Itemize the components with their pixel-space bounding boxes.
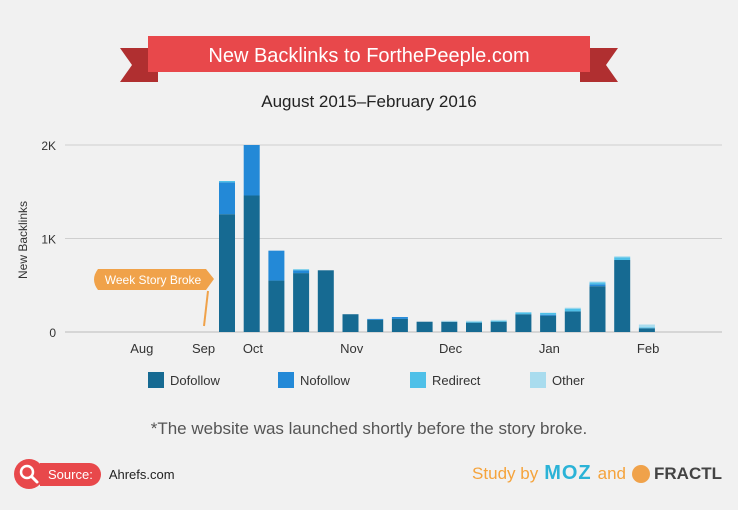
bar-nofollow: [243, 145, 260, 196]
bar-dofollow: [564, 311, 581, 332]
and-text: and: [597, 463, 627, 483]
legend-label-other: Other: [552, 373, 585, 388]
bar-dofollow: [391, 318, 408, 332]
bar-redirect: [638, 327, 655, 329]
x-month-label: Dec: [439, 341, 463, 356]
bar-nofollow: [367, 318, 384, 320]
annotation-week-story-broke: Week Story Broke: [105, 273, 202, 287]
x-month-label: Sep: [192, 341, 215, 356]
bar-redirect: [540, 312, 557, 315]
legend-swatch-redirect: [410, 372, 426, 388]
chart-title: New Backlinks to ForthePeeple.com: [208, 45, 529, 67]
legend-label-redirect: Redirect: [432, 373, 481, 388]
title-banner: New Backlinks to ForthePeeple.com: [120, 36, 618, 82]
banner-ribbon: [148, 36, 590, 72]
bar-dofollow: [367, 319, 384, 332]
bar-redirect: [515, 312, 532, 315]
bar-dofollow: [293, 273, 310, 332]
bar-redirect: [466, 321, 482, 323]
bar-dofollow: [490, 321, 507, 332]
bar-redirect: [614, 257, 631, 261]
bar-dofollow: [268, 280, 285, 332]
bar-redirect: [564, 308, 581, 312]
bar-dofollow: [219, 214, 235, 332]
y-axis-label: New Backlinks: [16, 201, 30, 279]
moz-logo: MOZ: [544, 462, 592, 484]
x-month-label: Nov: [340, 341, 364, 356]
callout-shape: [94, 269, 214, 290]
bar-other: [589, 281, 606, 283]
bar-other: [490, 319, 507, 321]
bar-nofollow: [391, 317, 408, 319]
x-month-label: Aug: [130, 341, 153, 356]
y-tick-label: 0: [49, 326, 56, 340]
bar-dofollow: [589, 286, 606, 332]
bar-other: [441, 320, 458, 322]
magnifier-icon: [14, 459, 44, 489]
source-credit: Source: Ahrefs.com: [14, 459, 175, 489]
bar-redirect: [490, 320, 507, 322]
footnote: *The website was launched shortly before…: [150, 419, 588, 438]
legend-swatch-nofollow: [278, 372, 294, 388]
bar-nofollow: [268, 250, 285, 281]
bar-other: [466, 320, 482, 322]
bar-other: [638, 324, 655, 328]
chart-subtitle: August 2015–February 2016: [261, 92, 477, 111]
bar-dofollow: [317, 270, 334, 332]
callout-pointer: [203, 290, 209, 327]
bar-dofollow: [540, 315, 557, 332]
bar-nofollow: [293, 270, 310, 274]
x-month-label: Jan: [539, 341, 560, 356]
bar-dofollow: [441, 321, 458, 332]
y-tick-label: 1K: [41, 233, 56, 247]
legend-swatch-other: [530, 372, 546, 388]
x-month-label: Oct: [243, 341, 264, 356]
y-tick-label: 2K: [41, 139, 56, 153]
bar-dofollow: [638, 328, 655, 332]
bar-redirect: [293, 269, 310, 271]
bar-dofollow: [614, 260, 631, 332]
x-month-label: Feb: [637, 341, 659, 356]
source-label: Source:: [40, 462, 101, 486]
fractl-logo: FRACTL: [654, 463, 722, 483]
bar-nofollow: [589, 284, 606, 287]
bar-nofollow: [540, 314, 557, 316]
bar-redirect: [589, 282, 606, 285]
legend-label-dofollow: Dofollow: [170, 373, 220, 388]
bar-dofollow: [416, 321, 433, 332]
study-by-text: Study by: [472, 463, 539, 483]
fractl-logo-icon: [632, 464, 651, 483]
bar-dofollow: [466, 322, 482, 332]
bar-nofollow: [219, 182, 235, 215]
bar-dofollow: [515, 314, 532, 332]
bar-other: [614, 256, 631, 258]
study-credits: Study by MOZ and FRACTL: [472, 462, 722, 485]
bar-dofollow: [342, 314, 359, 332]
bar-other: [564, 307, 581, 309]
legend-swatch-dofollow: [148, 372, 164, 388]
legend-label-nofollow: Nofollow: [300, 373, 350, 388]
bar-dofollow: [243, 195, 260, 332]
source-site: Ahrefs.com: [108, 466, 175, 482]
bar-redirect: [219, 180, 235, 183]
